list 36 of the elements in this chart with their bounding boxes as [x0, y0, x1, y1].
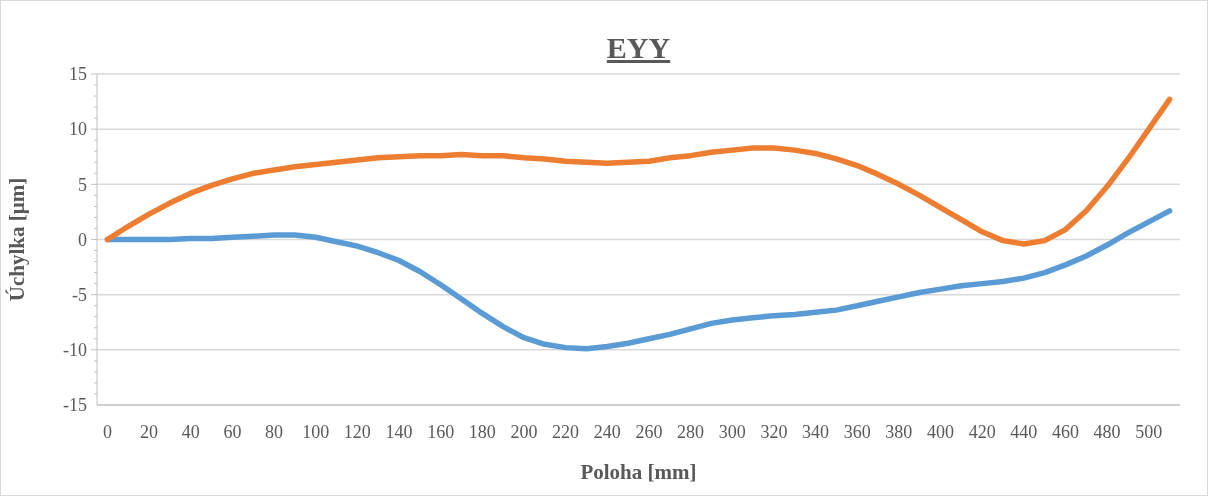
x-axis-title: Poloha [mm]: [580, 460, 697, 484]
chart-title: EYY: [606, 31, 671, 64]
x-tick-label: 100: [302, 422, 330, 442]
x-tick-label: 400: [926, 422, 954, 442]
x-tick-label: 20: [140, 422, 159, 442]
y-tick-label: -5: [72, 284, 87, 305]
x-tick-label: 360: [843, 422, 871, 442]
x-tick-label: 340: [802, 422, 830, 442]
y-tick-label: 15: [69, 64, 87, 85]
x-tick-label: 200: [510, 422, 538, 442]
x-tick-label: 180: [468, 422, 496, 442]
x-tick-label: 480: [1093, 422, 1121, 442]
x-tick-label: 80: [265, 422, 284, 442]
y-tick-label: -15: [63, 395, 87, 416]
y-tick-label: 5: [78, 174, 87, 195]
x-tick-label: 380: [885, 422, 913, 442]
x-tick-label: 260: [635, 422, 663, 442]
x-tick-label: 320: [760, 422, 788, 442]
y-tick-label: 0: [78, 229, 87, 250]
x-tick-label: 420: [968, 422, 996, 442]
x-tick-label: 440: [1010, 422, 1038, 442]
x-tick-label: 0: [102, 422, 112, 442]
x-tick-label: 140: [385, 422, 413, 442]
x-tick-label: 240: [593, 422, 621, 442]
y-tick-label: -10: [63, 340, 87, 361]
x-tick-label: 460: [1051, 422, 1079, 442]
x-tick-label: 120: [343, 422, 371, 442]
x-tick-label: 40: [181, 422, 200, 442]
x-tick-label: 160: [427, 422, 455, 442]
y-axis-title: Úchylka [µm]: [5, 177, 29, 302]
x-tick-label: 220: [552, 422, 580, 442]
y-tick-label: 10: [69, 119, 87, 140]
x-tick-label: 300: [718, 422, 746, 442]
x-tick-label: 500: [1135, 422, 1163, 442]
x-tick-label: 60: [223, 422, 242, 442]
x-tick-label: 280: [677, 422, 705, 442]
